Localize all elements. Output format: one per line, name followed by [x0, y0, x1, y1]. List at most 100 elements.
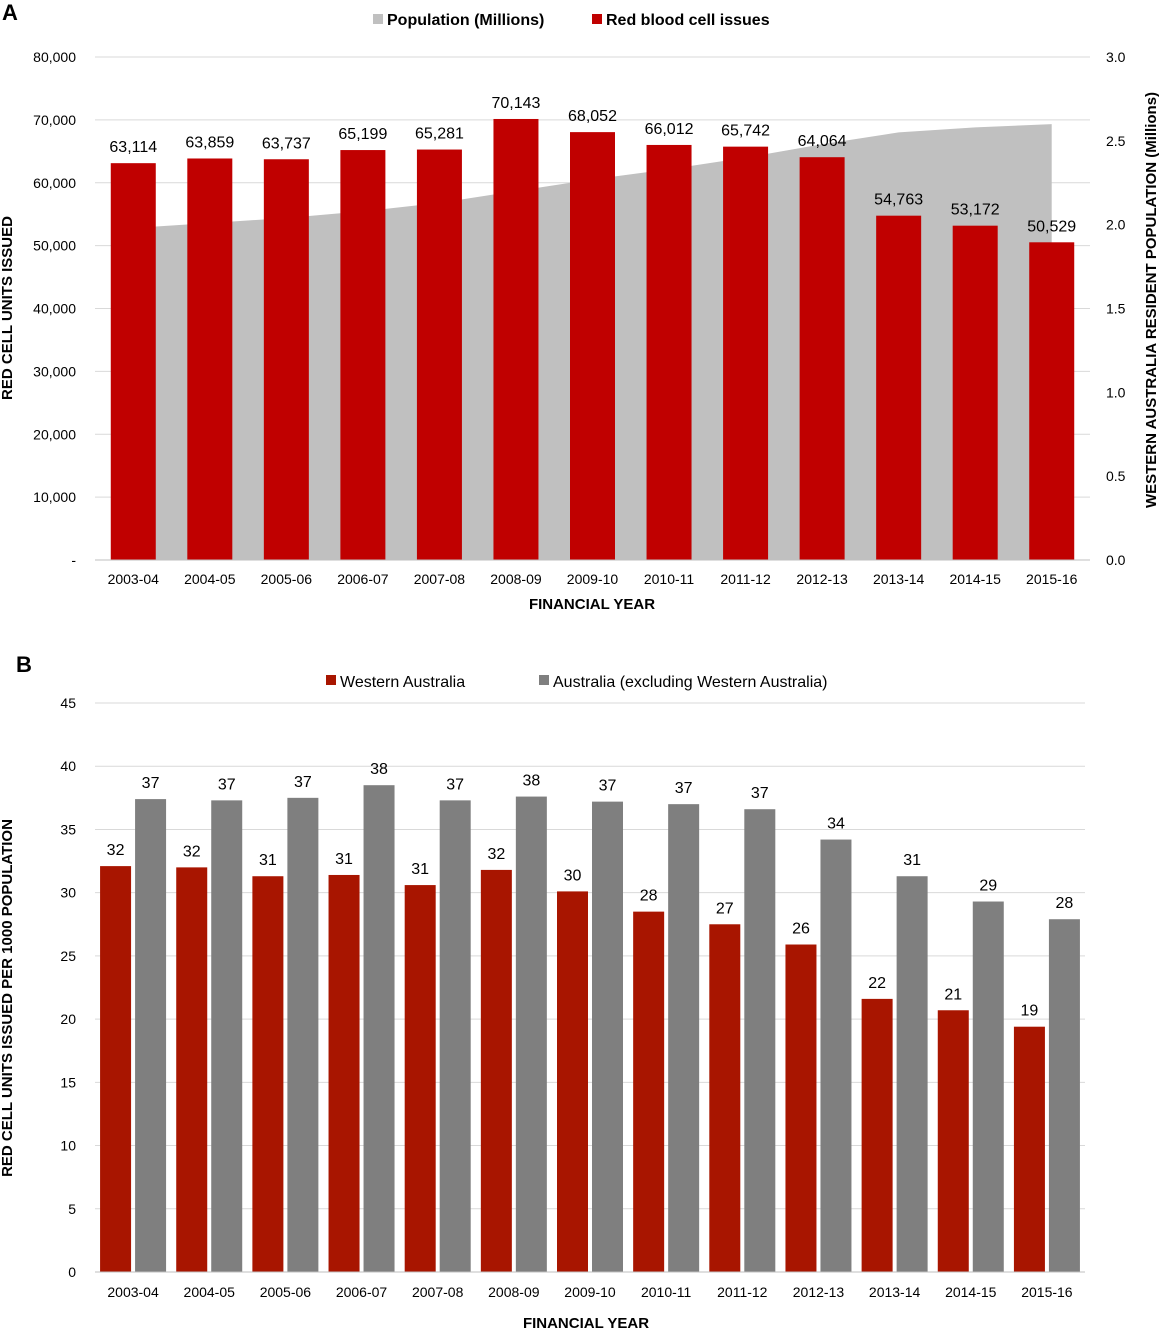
legend-label-australia: Australia (excluding Western Australia) — [553, 674, 828, 691]
data-label-wa: 31 — [259, 852, 277, 869]
chart-a-y2-axis-title: WESTERN AUSTRALIA RESIDENT POPULATION (M… — [1143, 92, 1160, 508]
data-label-australia: 37 — [599, 778, 617, 795]
bar-australia — [135, 799, 167, 1272]
data-label-wa: 32 — [183, 843, 201, 860]
x-tick-label: 2003-04 — [108, 571, 160, 587]
x-tick-label: 2006-07 — [336, 1284, 388, 1300]
data-label-australia: 37 — [142, 775, 160, 792]
data-label-australia: 37 — [446, 776, 464, 793]
y2-tick-label: 0.0 — [1106, 552, 1126, 568]
data-label-wa: 32 — [107, 842, 125, 859]
y-tick-label: 35 — [60, 821, 76, 837]
y-tick-label: 50,000 — [33, 238, 76, 254]
data-label-wa: 31 — [335, 851, 353, 868]
bar-wa — [328, 874, 360, 1272]
bar-wa — [252, 876, 284, 1272]
data-label-rbc-issues: 63,859 — [185, 134, 234, 151]
chart-b-legend: Western Australia Australia (excluding W… — [326, 674, 828, 691]
data-label-australia: 37 — [294, 774, 312, 791]
bar-rbc-issues — [570, 132, 615, 560]
x-tick-label: 2009-10 — [567, 571, 619, 587]
y2-tick-label: 2.5 — [1106, 133, 1126, 149]
bar-australia — [363, 785, 395, 1272]
bar-rbc-issues — [110, 163, 156, 561]
x-tick-label: 2012-13 — [796, 571, 848, 587]
bar-rbc-issues — [723, 146, 769, 561]
data-label-rbc-issues: 65,742 — [721, 123, 770, 140]
data-label-rbc-issues: 65,281 — [415, 126, 464, 143]
bar-wa — [1013, 1026, 1045, 1272]
x-tick-label: 2004-05 — [184, 571, 236, 587]
x-tick-label: 2013-14 — [869, 1284, 921, 1300]
x-tick-label: 2011-12 — [720, 571, 771, 587]
data-label-rbc-issues: 64,064 — [798, 133, 847, 150]
data-label-wa: 28 — [640, 888, 658, 905]
x-tick-label: 2011-12 — [717, 1284, 768, 1300]
data-label-wa: 32 — [487, 846, 505, 863]
x-tick-label: 2005-06 — [261, 571, 313, 587]
y2-tick-label: 1.5 — [1106, 301, 1126, 317]
panel-a-letter: A — [2, 0, 18, 25]
bar-australia — [972, 901, 1004, 1272]
bar-australia — [668, 804, 700, 1272]
data-label-wa: 30 — [564, 867, 582, 884]
bar-australia — [287, 797, 319, 1272]
bar-wa — [633, 911, 665, 1272]
legend-swatch-australia — [539, 675, 549, 685]
bar-australia — [744, 809, 776, 1272]
bar-wa — [480, 869, 512, 1272]
panel-b-letter: B — [16, 652, 32, 677]
bar-australia — [820, 839, 852, 1272]
x-tick-label: 2006-07 — [337, 571, 389, 587]
legend-swatch-population — [373, 14, 383, 24]
data-label-australia: 34 — [827, 816, 845, 833]
data-label-australia: 38 — [522, 773, 540, 790]
legend-swatch-rbc-issues — [592, 14, 602, 24]
x-tick-label: 2012-13 — [793, 1284, 845, 1300]
bar-rbc-issues — [952, 225, 998, 561]
x-tick-label: 2010-11 — [641, 1284, 692, 1300]
bar-wa — [404, 885, 436, 1272]
chart-b-axes: 0 5 10 15 20 25 30 35 40 45 2003-04 2004-05 2005-06 2… — [60, 695, 1085, 1300]
x-tick-label: 2007-08 — [414, 571, 466, 587]
x-tick-label: 2009-10 — [564, 1284, 616, 1300]
data-label-australia: 29 — [979, 878, 997, 895]
bar-australia — [211, 800, 243, 1272]
x-tick-label: 2013-14 — [873, 571, 925, 587]
bar-wa — [557, 891, 588, 1272]
y-tick-label: 5 — [68, 1201, 76, 1217]
x-tick-label: 2007-08 — [412, 1284, 464, 1300]
y-tick-label: 20,000 — [33, 426, 76, 442]
bar-australia — [896, 876, 928, 1272]
bar-rbc-issues — [1029, 242, 1075, 560]
data-label-rbc-issues: 50,529 — [1027, 218, 1076, 235]
bar-australia — [439, 800, 471, 1272]
chart-a-axes: - 10,000 20,000 30,000 40,000 50,000 60,000 70,… — [33, 49, 1126, 587]
x-tick-label: 2015-16 — [1021, 1284, 1073, 1300]
y2-tick-label: 2.0 — [1106, 217, 1126, 233]
bar-wa — [861, 998, 893, 1272]
x-tick-label: 2010-11 — [644, 571, 695, 587]
data-label-wa: 19 — [1021, 1003, 1039, 1020]
chart-a-bars: 63,114 63,859 63,737 65,199 65,281 70,143 68,0… — [109, 95, 1076, 561]
bar-rbc-issues — [799, 157, 845, 560]
data-label-australia: 37 — [675, 780, 693, 797]
y-tick-label: 40 — [60, 758, 76, 774]
data-label-rbc-issues: 63,114 — [109, 139, 157, 156]
data-label-australia: 28 — [1056, 895, 1074, 912]
legend-label-population: Population (Millions) — [387, 12, 544, 29]
data-label-rbc-issues: 66,012 — [645, 121, 694, 138]
y-tick-label: 45 — [60, 695, 76, 711]
data-label-rbc-issues: 53,172 — [951, 202, 1000, 219]
data-label-wa: 21 — [944, 986, 962, 1003]
data-label-rbc-issues: 54,763 — [874, 192, 923, 209]
bar-wa — [709, 924, 741, 1272]
bar-rbc-issues — [646, 144, 692, 560]
chart-a-legend: Population (Millions) Red blood cell iss… — [373, 12, 770, 29]
data-label-wa: 22 — [868, 975, 886, 992]
chart-b-gridlines — [95, 702, 1085, 1273]
bar-rbc-issues — [187, 158, 233, 560]
bar-rbc-issues — [416, 149, 462, 560]
bar-australia — [515, 796, 547, 1272]
chart-a: A 63,114 63,859 63,737 65,199 65,281 70,143 68… — [0, 0, 1160, 613]
